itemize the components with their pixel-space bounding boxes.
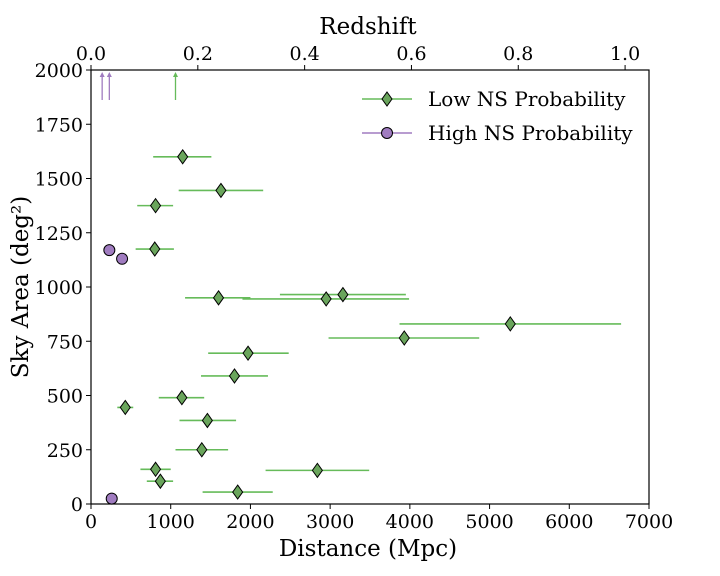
x-tick-label: 0 [85, 511, 97, 533]
low-point [149, 241, 161, 257]
x-tick-label: 4000 [386, 511, 434, 533]
high-point [103, 244, 116, 257]
legend: Low NS Probability High NS Probability [362, 87, 633, 145]
y-tick-label: 1000 [35, 277, 83, 299]
x-tick-label: 7000 [625, 511, 673, 533]
y-tick-label: 1500 [35, 169, 83, 191]
low-point [504, 316, 516, 332]
low-point [215, 182, 227, 199]
y-tick-label: 0 [71, 494, 83, 516]
low-limit-arrowhead [172, 72, 178, 77]
legend-low-marker [381, 91, 393, 107]
top-tick-label: 0.6 [396, 43, 426, 65]
low-point [176, 389, 188, 406]
high-limit-arrowhead [99, 72, 105, 77]
top-tick-label: 1.0 [610, 43, 640, 65]
y-tick-label: 250 [47, 440, 83, 462]
y-axis-label: Sky Area (deg²) [8, 196, 34, 378]
high-point [105, 492, 118, 505]
legend-low-label: Low NS Probability [428, 87, 626, 111]
low-point [119, 399, 131, 416]
y-tick-label: 1750 [35, 114, 83, 136]
low-point [154, 473, 166, 490]
top-tick-label: 0.4 [290, 43, 320, 65]
low-point [149, 197, 162, 214]
x-tick-label: 6000 [545, 511, 593, 533]
x-tick-label: 2000 [226, 511, 274, 533]
top-axis-label: Redshift [319, 14, 417, 40]
top-tick-label: 0.8 [503, 43, 533, 65]
x-tick-label: 3000 [306, 511, 354, 533]
y-tick-label: 500 [47, 386, 83, 408]
low-point [228, 368, 241, 384]
low-point [196, 441, 208, 458]
low-point [212, 289, 225, 306]
low-point [177, 148, 189, 165]
y-tick-label: 2000 [35, 60, 83, 82]
x-axis-label: Distance (Mpc) [279, 536, 457, 562]
low-point [311, 462, 324, 479]
x-tick-label: 5000 [465, 511, 513, 533]
top-tick-label: 0.2 [183, 43, 213, 65]
legend-high-marker [381, 127, 393, 139]
low-point [149, 461, 162, 478]
x-tick-label: 1000 [147, 511, 195, 533]
low-point [337, 286, 349, 303]
low-point [201, 412, 213, 429]
y-tick-label: 750 [47, 331, 83, 353]
low-point [242, 345, 254, 362]
low-point [398, 330, 410, 346]
low-point [232, 484, 244, 500]
legend-high-label: High NS Probability [428, 121, 633, 145]
low-point [320, 291, 332, 307]
high-point [116, 252, 129, 265]
top-tick-label: 0.0 [76, 43, 106, 65]
high-limit-arrowhead [106, 72, 112, 77]
y-tick-label: 1250 [35, 223, 83, 245]
